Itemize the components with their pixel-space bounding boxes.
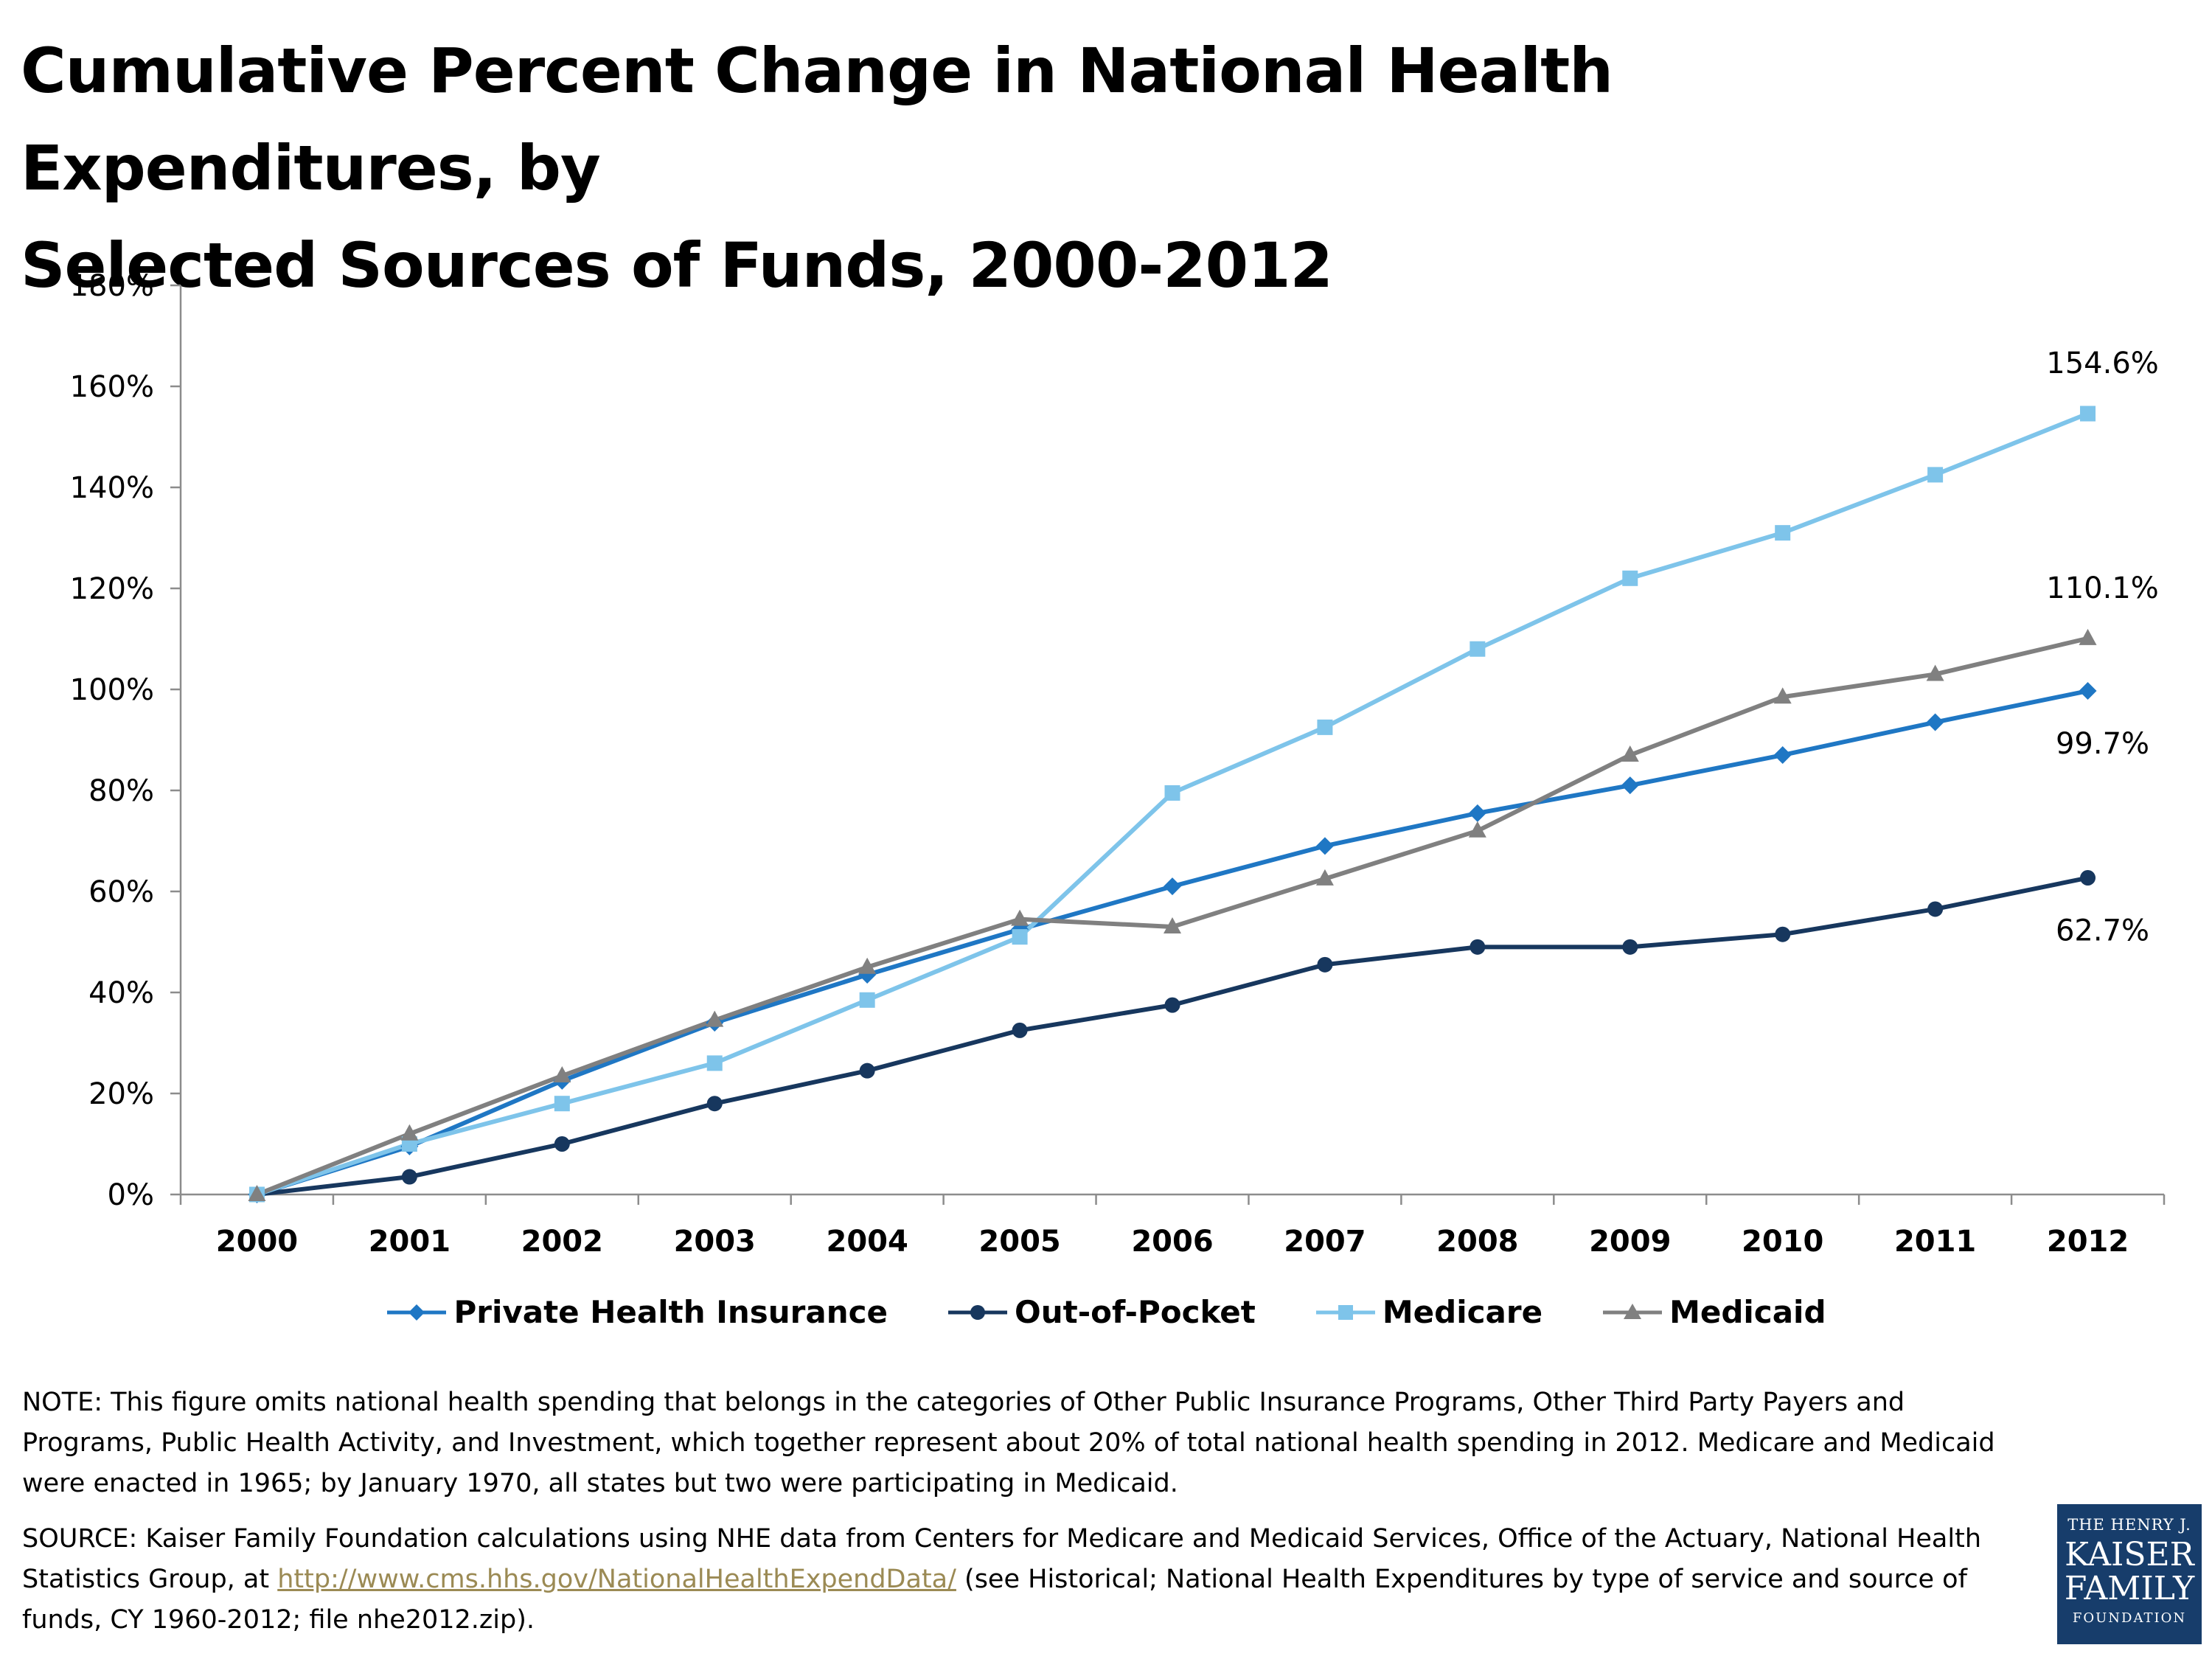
y-tick-label: 160% xyxy=(70,370,154,404)
data-point xyxy=(1470,939,1486,955)
data-point xyxy=(1621,745,1639,762)
data-label: 110.1% xyxy=(2046,571,2159,605)
chart-note: NOTE: This figure omits national health … xyxy=(22,1388,1995,1498)
y-tick-label: 0% xyxy=(108,1178,154,1212)
x-tick-label: 2010 xyxy=(1742,1225,1823,1259)
legend-label: Private Health Insurance xyxy=(453,1294,888,1330)
diamond-marker-icon xyxy=(387,1304,447,1321)
x-tick-label: 2007 xyxy=(1284,1225,1366,1259)
data-point xyxy=(1011,909,1029,926)
data-point xyxy=(1468,804,1486,822)
y-tick-label: 120% xyxy=(70,572,154,606)
x-tick-label: 2004 xyxy=(826,1225,908,1259)
circle-marker-icon xyxy=(948,1304,1008,1320)
square-marker-icon xyxy=(1315,1304,1375,1320)
y-tick-label: 100% xyxy=(70,673,154,707)
kaiser-family-foundation-logo: THE HENRY J. KAISER FAMILY FOUNDATION xyxy=(2057,1504,2202,1644)
logo-line: THE HENRY J. xyxy=(2067,1516,2191,1534)
x-tick-label: 2003 xyxy=(674,1225,756,1259)
data-point xyxy=(1315,837,1334,855)
data-point xyxy=(1012,1022,1028,1038)
data-point xyxy=(859,1062,875,1079)
x-tick-label: 2006 xyxy=(1131,1225,1213,1259)
y-tick-label: 140% xyxy=(70,471,154,505)
data-point xyxy=(1621,776,1639,795)
data-point xyxy=(553,1066,571,1083)
y-tick-label: 20% xyxy=(88,1077,154,1111)
data-point xyxy=(1164,997,1180,1013)
legend-label: Out-of-Pocket xyxy=(1015,1294,1256,1330)
x-tick-label: 2012 xyxy=(2047,1225,2129,1259)
data-point xyxy=(1775,525,1791,541)
chart-title-line1: Cumulative Percent Change in National He… xyxy=(21,35,1613,204)
legend-item-medicaid: Medicaid xyxy=(1601,1294,1826,1330)
data-point xyxy=(401,1169,417,1185)
chart-title: Cumulative Percent Change in National He… xyxy=(21,22,2085,314)
data-point xyxy=(706,1096,723,1112)
data-point xyxy=(554,1136,570,1152)
data-point xyxy=(859,992,875,1008)
data-point xyxy=(1775,926,1791,942)
data-point xyxy=(1012,929,1028,945)
data-point xyxy=(1926,664,1944,681)
data-point xyxy=(1164,785,1180,801)
x-tick-label: 2005 xyxy=(978,1225,1060,1259)
data-point xyxy=(400,1124,419,1141)
data-point xyxy=(1773,687,1792,704)
x-tick-label: 2011 xyxy=(1894,1225,1976,1259)
data-point xyxy=(1164,877,1181,896)
data-point xyxy=(2080,406,2096,422)
data-point xyxy=(1622,939,1638,955)
data-point xyxy=(2079,682,2097,700)
data-point xyxy=(1926,713,1944,731)
data-point xyxy=(1622,570,1638,586)
chart-source: SOURCE: Kaiser Family Foundation calcula… xyxy=(22,1519,2028,1641)
logo-line: FAMILY xyxy=(2064,1570,2195,1607)
data-point xyxy=(1317,956,1333,973)
x-tick-label: 2002 xyxy=(521,1225,603,1259)
x-tick-label: 2008 xyxy=(1436,1225,1518,1259)
source-link[interactable]: http://www.cms.hhs.gov/NationalHealthExp… xyxy=(277,1565,956,1594)
data-point xyxy=(1773,746,1792,765)
chart-legend: Private Health Insurance Out-of-Pocket M… xyxy=(0,1294,2212,1330)
line-chart: 0% 20% 40% 60% 80% 100% 120% 140% 160% 180% 2000 20… xyxy=(70,269,2166,1259)
y-tick-label: 60% xyxy=(88,875,154,909)
data-point xyxy=(1164,917,1181,933)
data-point xyxy=(706,1010,724,1027)
data-point xyxy=(1470,641,1486,657)
x-tick-label: 2000 xyxy=(216,1225,298,1259)
data-point xyxy=(1927,901,1944,917)
data-point xyxy=(1317,719,1333,735)
data-point xyxy=(1468,821,1486,838)
legend-item-out-of-pocket: Out-of-Pocket xyxy=(947,1294,1256,1330)
triangle-marker-icon xyxy=(1603,1303,1663,1319)
source-text-suffix: (see Historical; National Health Expendi… xyxy=(22,1565,1967,1635)
data-point xyxy=(2080,870,2096,886)
data-point xyxy=(248,1185,266,1201)
data-label: 62.7% xyxy=(2056,914,2149,948)
data-label: 99.7% xyxy=(2056,727,2149,761)
y-tick-label: 180% xyxy=(70,269,154,303)
data-point xyxy=(554,1096,570,1112)
x-tick-label: 2001 xyxy=(369,1225,451,1259)
logo-line: KAISER xyxy=(2065,1536,2194,1573)
data-label: 154.6% xyxy=(2046,347,2159,380)
source-text-prefix: SOURCE: Kaiser Family Foundation calcula… xyxy=(22,1524,1982,1594)
x-tick-label: 2009 xyxy=(1589,1225,1671,1259)
y-tick-label: 80% xyxy=(88,774,154,808)
data-point xyxy=(1315,869,1334,886)
logo-line: FOUNDATION xyxy=(2072,1610,2187,1626)
chart-title-line2: Selected Sources of Funds, 2000-2012 xyxy=(21,229,1333,302)
series-line-medicare xyxy=(256,411,2089,1197)
data-point xyxy=(706,1055,723,1071)
data-point xyxy=(1927,467,1944,483)
legend-label: Medicare xyxy=(1382,1294,1543,1330)
data-point xyxy=(2079,628,2097,645)
legend-item-private-health-insurance: Private Health Insurance xyxy=(386,1294,888,1330)
legend-label: Medicaid xyxy=(1669,1294,1826,1330)
series-line-private-health-insurance xyxy=(256,689,2089,1197)
y-tick-label: 40% xyxy=(88,976,154,1010)
legend-item-medicare: Medicare xyxy=(1315,1294,1543,1330)
data-point xyxy=(858,957,877,974)
